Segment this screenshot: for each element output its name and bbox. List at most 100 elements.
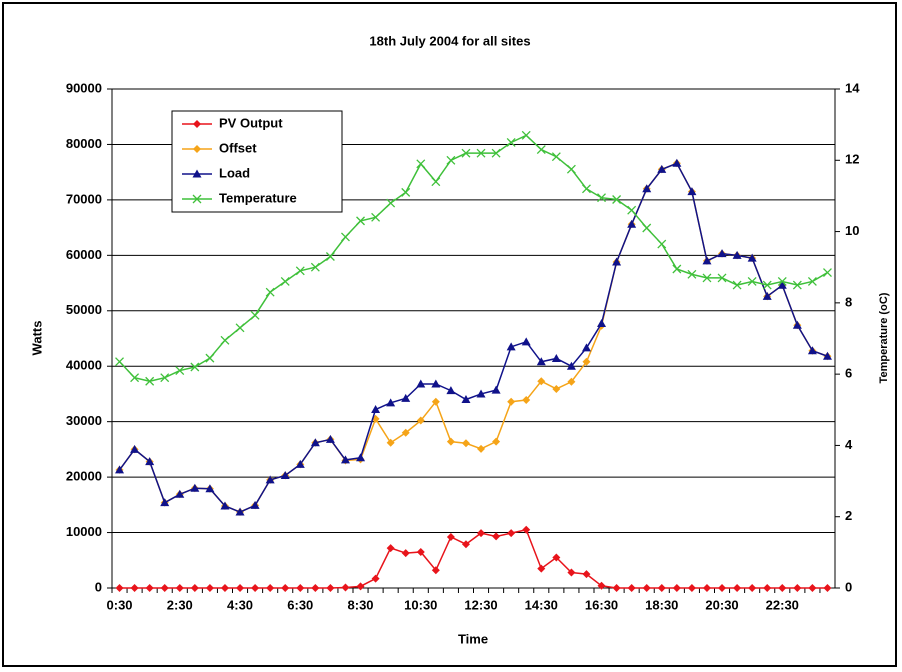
marker xyxy=(220,501,230,510)
marker xyxy=(431,379,441,388)
marker xyxy=(340,455,350,464)
x-tick-label: 10:30 xyxy=(404,597,437,612)
marker xyxy=(492,532,501,541)
marker xyxy=(160,584,169,592)
marker xyxy=(160,498,170,507)
x-tick-label: 2:30 xyxy=(167,597,193,612)
marker xyxy=(521,130,531,140)
marker xyxy=(220,335,230,345)
marker xyxy=(266,584,275,592)
y-tick-label: 20000 xyxy=(66,469,102,484)
marker xyxy=(175,366,185,376)
marker xyxy=(371,404,381,413)
marker xyxy=(747,253,757,262)
marker xyxy=(446,155,456,165)
x-tick-label: 22:30 xyxy=(766,597,799,612)
marker xyxy=(250,500,260,509)
marker xyxy=(551,152,561,162)
marker xyxy=(311,584,320,592)
marker xyxy=(446,437,455,446)
marker xyxy=(627,205,637,215)
y-tick-label: 90000 xyxy=(66,80,102,95)
marker xyxy=(461,148,471,158)
marker xyxy=(476,148,486,158)
marker xyxy=(356,582,365,591)
marker xyxy=(401,393,411,402)
marker xyxy=(193,120,201,128)
y-tick-label: 50000 xyxy=(66,302,102,317)
marker xyxy=(582,357,591,366)
x-tick-label: 0:30 xyxy=(107,597,133,612)
marker xyxy=(597,193,606,203)
marker xyxy=(341,583,350,592)
legend-label: Offset xyxy=(219,140,257,155)
marker xyxy=(552,553,561,562)
x-tick-label: 4:30 xyxy=(227,597,253,612)
marker xyxy=(748,584,757,592)
legend-label: PV Output xyxy=(219,115,283,130)
marker xyxy=(732,280,742,290)
marker xyxy=(446,532,455,541)
marker xyxy=(733,584,742,592)
y-tick-label: 40000 xyxy=(66,358,102,373)
marker xyxy=(431,397,440,406)
marker xyxy=(672,158,682,167)
marker xyxy=(280,277,290,286)
series-line xyxy=(118,162,828,513)
x-tick-label: 16:30 xyxy=(585,597,618,612)
marker xyxy=(521,337,531,346)
marker xyxy=(567,568,576,577)
marker xyxy=(386,198,396,208)
marker xyxy=(687,187,697,196)
marker xyxy=(250,310,260,320)
marker xyxy=(627,584,636,592)
marker xyxy=(657,164,667,173)
marker xyxy=(192,194,202,204)
marker xyxy=(717,273,727,283)
marker xyxy=(235,507,245,516)
marker xyxy=(356,453,366,462)
marker xyxy=(401,428,410,437)
marker xyxy=(205,584,214,592)
legend-label: Temperature xyxy=(219,190,297,205)
marker xyxy=(145,376,155,386)
y-tick-label: 70000 xyxy=(66,191,102,206)
marker xyxy=(507,529,516,538)
marker xyxy=(822,351,832,360)
y-tick-label: 0 xyxy=(95,579,102,594)
y2-tick-label: 12 xyxy=(845,152,859,167)
y2-tick-label: 10 xyxy=(845,223,859,238)
marker xyxy=(265,287,275,297)
marker xyxy=(582,570,591,579)
marker xyxy=(416,416,425,425)
x-tick-label: 6:30 xyxy=(287,597,313,612)
marker xyxy=(476,389,486,398)
marker xyxy=(792,320,802,329)
marker xyxy=(536,145,546,155)
marker xyxy=(808,584,817,592)
marker xyxy=(115,465,125,474)
marker xyxy=(718,584,727,592)
marker xyxy=(160,373,170,383)
marker xyxy=(506,138,516,147)
marker xyxy=(672,584,681,592)
marker xyxy=(236,584,245,592)
marker xyxy=(461,439,470,448)
y-tick-label: 60000 xyxy=(66,247,102,262)
marker xyxy=(326,584,335,592)
marker xyxy=(717,249,727,258)
marker xyxy=(551,353,561,362)
y-tick-label: 80000 xyxy=(66,136,102,151)
marker xyxy=(193,145,201,153)
x-tick-label: 20:30 xyxy=(705,597,738,612)
marker xyxy=(552,384,561,393)
marker xyxy=(522,525,531,534)
marker xyxy=(280,470,290,479)
marker xyxy=(401,549,410,558)
y2-tick-label: 0 xyxy=(845,579,852,594)
marker xyxy=(190,483,200,492)
marker xyxy=(130,584,139,592)
marker xyxy=(130,444,140,453)
marker xyxy=(823,268,832,278)
